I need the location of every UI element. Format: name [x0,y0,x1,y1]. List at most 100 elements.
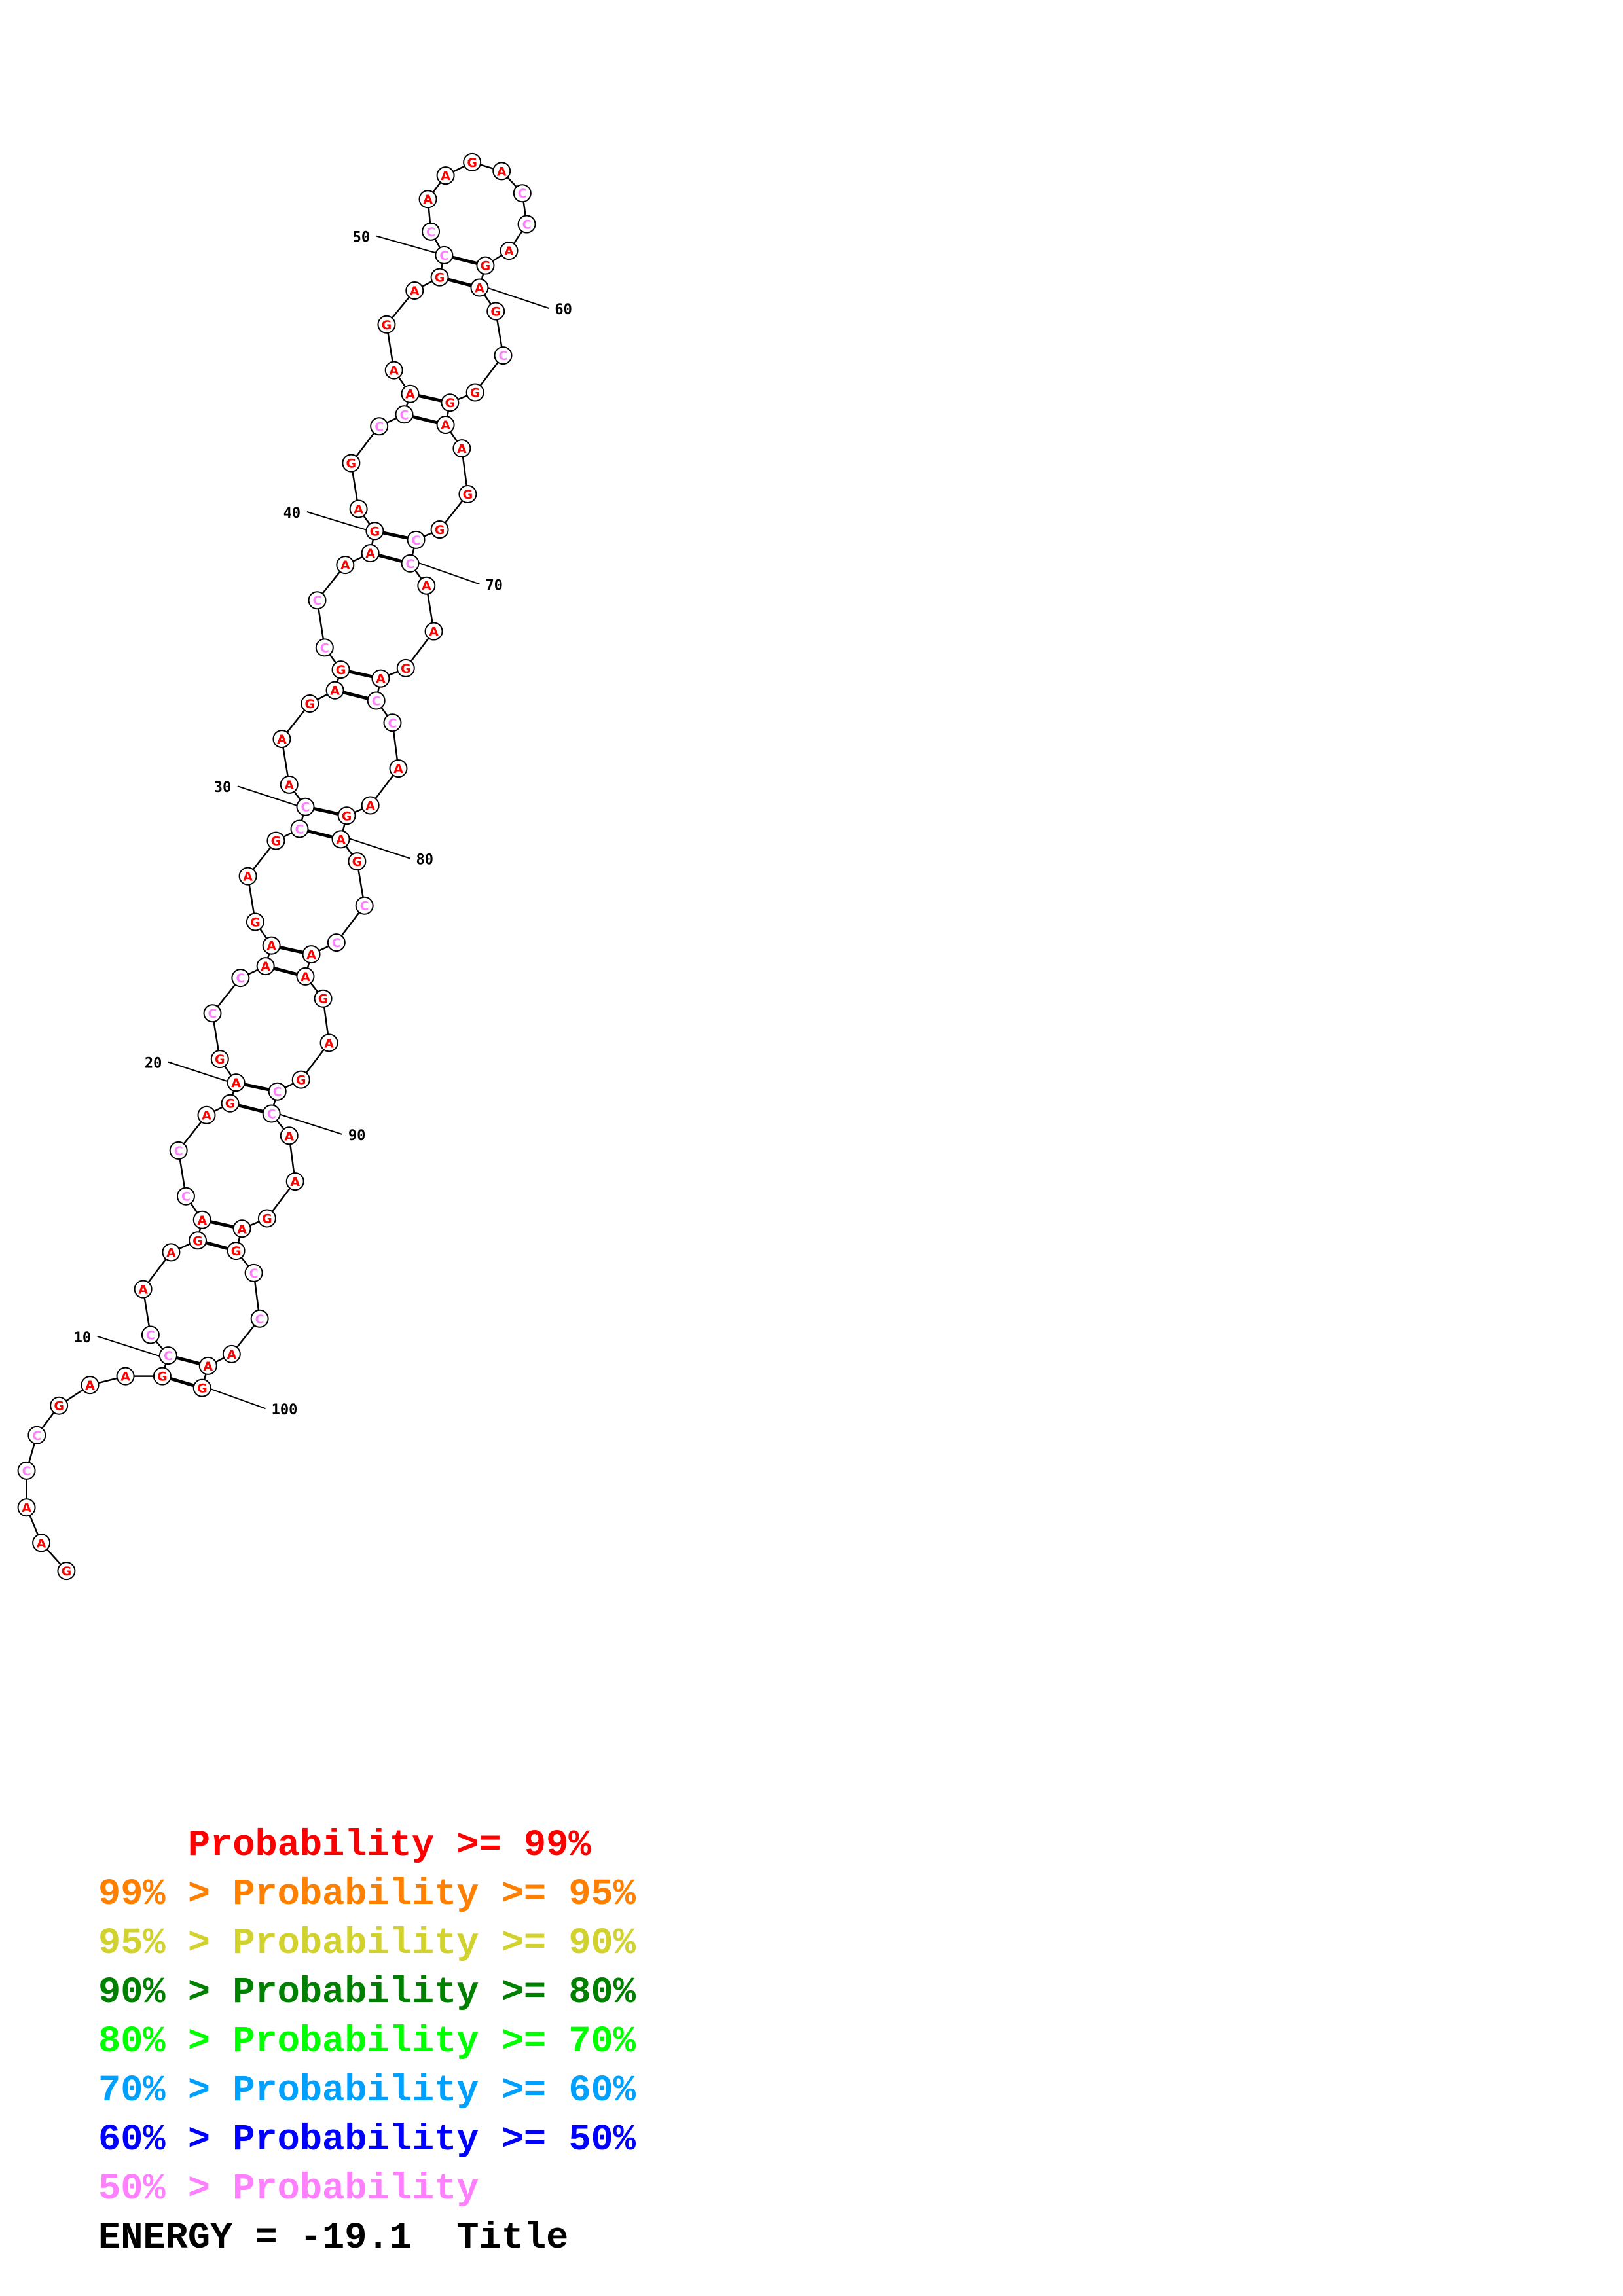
svg-text:A: A [243,870,253,884]
nucleotide: A [424,622,443,641]
svg-text:A: A [410,284,420,298]
nucleotide: C [244,1263,263,1282]
nucleotide: A [227,1073,246,1092]
nucleotide: A [401,384,420,403]
nucleotide: G [441,393,460,412]
nucleotide: A [280,1126,299,1145]
svg-text:A: A [504,244,514,259]
nucleotide: A [436,166,455,185]
nucleotide: A [197,1105,216,1124]
nucleotide: C [355,896,374,915]
svg-text:C: C [208,1007,217,1021]
index-label: 10 [74,1330,92,1346]
index-label: 90 [348,1128,366,1144]
svg-text:C: C [301,800,310,815]
nucleotide: G [463,152,482,171]
nucleotide: G [227,1242,246,1261]
svg-text:C: C [164,1349,173,1363]
nucleotide: A [272,730,291,749]
legend-line-1: Probability >= 99% [98,1825,591,1867]
svg-text:G: G [445,396,456,410]
nucleotide: G [331,660,350,679]
nucleotide: A [436,416,455,435]
nucleotide: A [280,775,299,794]
svg-text:A: A [202,1109,211,1123]
nucleotide: A [262,936,281,955]
svg-text:G: G [467,156,477,170]
svg-text:G: G [382,318,392,332]
index-label: 20 [145,1056,162,1072]
nucleotide: G [57,1562,76,1581]
svg-text:G: G [231,1244,242,1259]
index-tick-line [277,1113,343,1135]
svg-text:G: G [346,457,357,471]
svg-text:A: A [301,970,310,984]
svg-text:A: A [405,387,415,402]
svg-text:C: C [499,349,508,363]
svg-text:A: A [306,948,316,962]
svg-text:G: G [304,697,315,711]
svg-text:G: G [435,523,445,537]
nucleotide: G [476,256,495,275]
svg-text:C: C [522,218,532,232]
nucleotide: A [162,1243,181,1262]
svg-text:A: A [365,798,375,813]
nucleotide: C [268,1082,287,1101]
index-tick-line [346,837,410,859]
svg-text:G: G [318,992,329,1007]
nucleotide: C [203,1004,222,1023]
nucleotide: C [422,222,441,241]
svg-text:G: G [54,1399,64,1414]
nucleotide: G [337,806,356,825]
nucleotide: C [327,933,346,952]
nucleotide: C [290,819,309,838]
nucleotide: A [134,1280,153,1299]
nucleotide: A [256,957,275,976]
legend-line-3: 95% > Probability >= 90% [98,1923,636,1965]
svg-text:A: A [231,1076,241,1090]
nucleotide: A [81,1376,100,1395]
index-tick-line [208,1387,266,1410]
nucleotide: A [405,281,424,300]
nucleotide: C [435,245,454,264]
nucleotide: G [377,315,396,334]
svg-text:C: C [313,594,322,608]
nucleotide: A [296,967,315,986]
svg-text:G: G [262,1212,272,1227]
svg-text:A: A [497,164,507,179]
svg-text:A: A [389,364,399,378]
legend-line-4: 90% > Probability >= 80% [98,1972,636,2014]
svg-text:A: A [197,1213,207,1228]
svg-text:A: A [441,169,450,183]
svg-text:G: G [470,386,481,400]
legend-line-2: 99% > Probability >= 95% [98,1874,636,1916]
nucleotide: G [430,268,449,287]
nucleotide: C [27,1426,46,1444]
nucleotide: C [176,1187,195,1206]
nucleotide: C [407,530,426,549]
svg-text:C: C [273,1085,282,1100]
nucleotide: G [188,1231,207,1250]
nucleotide: G [396,658,415,677]
legend-line-6: 70% > Probability >= 60% [98,2070,636,2112]
nucleotide: G [342,454,361,473]
svg-text:G: G [490,305,501,319]
nucleotide: A [32,1534,51,1552]
svg-text:G: G [157,1370,168,1384]
svg-text:A: A [138,1283,148,1297]
nucleotide: C [296,797,315,816]
svg-text:C: C [236,971,245,986]
svg-text:C: C [181,1190,191,1204]
svg-text:C: C [267,1107,276,1121]
svg-text:A: A [365,547,375,561]
energy-label: ENERGY = -19.1 Title [98,2217,569,2259]
nucleotide: A [384,361,403,380]
nucleotide: C [17,1461,36,1480]
nucleotide: A [371,669,390,688]
index-label: 30 [214,780,232,796]
svg-text:A: A [393,762,403,776]
svg-text:C: C [400,408,409,422]
svg-text:G: G [401,662,411,676]
